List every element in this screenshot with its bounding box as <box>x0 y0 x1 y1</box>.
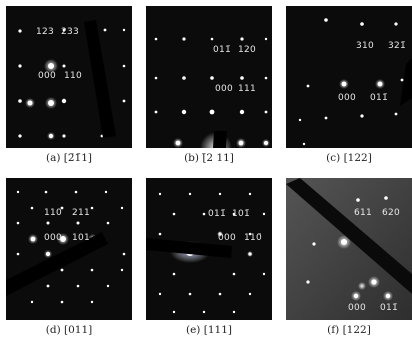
diffraction-pattern-d: 110 211 000 101 <box>6 178 132 320</box>
index-label: 120 <box>238 45 257 55</box>
index-label: 233 <box>61 27 80 37</box>
diffraction-pattern-b: 011̄ 120 000 111 <box>146 6 272 148</box>
panel-e: 011̄ 101̄ 000 110̄ (e) [111] <box>146 178 272 336</box>
index-label: 000 <box>348 303 367 313</box>
index-label: 011̄ <box>370 93 389 103</box>
index-label: 310 <box>356 41 375 51</box>
index-label: 011̄ <box>208 209 227 219</box>
index-label: 101̄ <box>232 209 251 219</box>
diffraction-pattern-a: 123 233 000 110 <box>6 6 132 148</box>
panel-f: 611 620 000 011̄ (f) [122] <box>286 178 412 336</box>
index-label: 101 <box>72 233 91 243</box>
caption-b: (b) [̄2 11] <box>184 152 234 164</box>
caption-e: (e) [111] <box>186 324 232 336</box>
diffraction-pattern-e: 011̄ 101̄ 000 110̄ <box>146 178 272 320</box>
index-label: 000 <box>215 84 234 94</box>
index-label: 620 <box>382 208 401 218</box>
caption-d: (d) [011] <box>45 324 93 336</box>
panel-b: 011̄ 120 000 111 (b) [̄2 11] <box>146 6 272 164</box>
panel-d: 110 211 000 101 (d) [011] <box>6 178 132 336</box>
index-label: 000 <box>44 233 63 243</box>
index-label: 000 <box>218 233 237 243</box>
index-label: 011̄ <box>213 45 232 55</box>
index-label: 123 <box>36 27 55 37</box>
panel-a: 123 233 000 110 (a) [2̄1̄1] <box>6 6 132 164</box>
caption-f: (f) [122] <box>327 324 371 336</box>
index-label: 321̄ <box>388 41 407 51</box>
diffraction-pattern-f: 611 620 000 011̄ <box>286 178 412 320</box>
index-label: 110 <box>44 208 63 218</box>
index-label: 211 <box>72 208 91 218</box>
diffraction-pattern-c: 310 321̄ 000 011̄ <box>286 6 412 148</box>
index-label: 110 <box>64 71 83 81</box>
index-label: 110̄ <box>244 233 263 243</box>
panel-c: 310 321̄ 000 011̄ (c) [122] <box>286 6 412 164</box>
caption-a: (a) [2̄1̄1] <box>45 152 93 164</box>
caption-c: (c) [122] <box>326 152 372 164</box>
index-label: 611 <box>354 208 373 218</box>
index-label: 111 <box>238 84 257 94</box>
index-label: 011̄ <box>380 303 399 313</box>
index-label: 000 <box>38 71 57 81</box>
index-label: 000 <box>338 93 357 103</box>
